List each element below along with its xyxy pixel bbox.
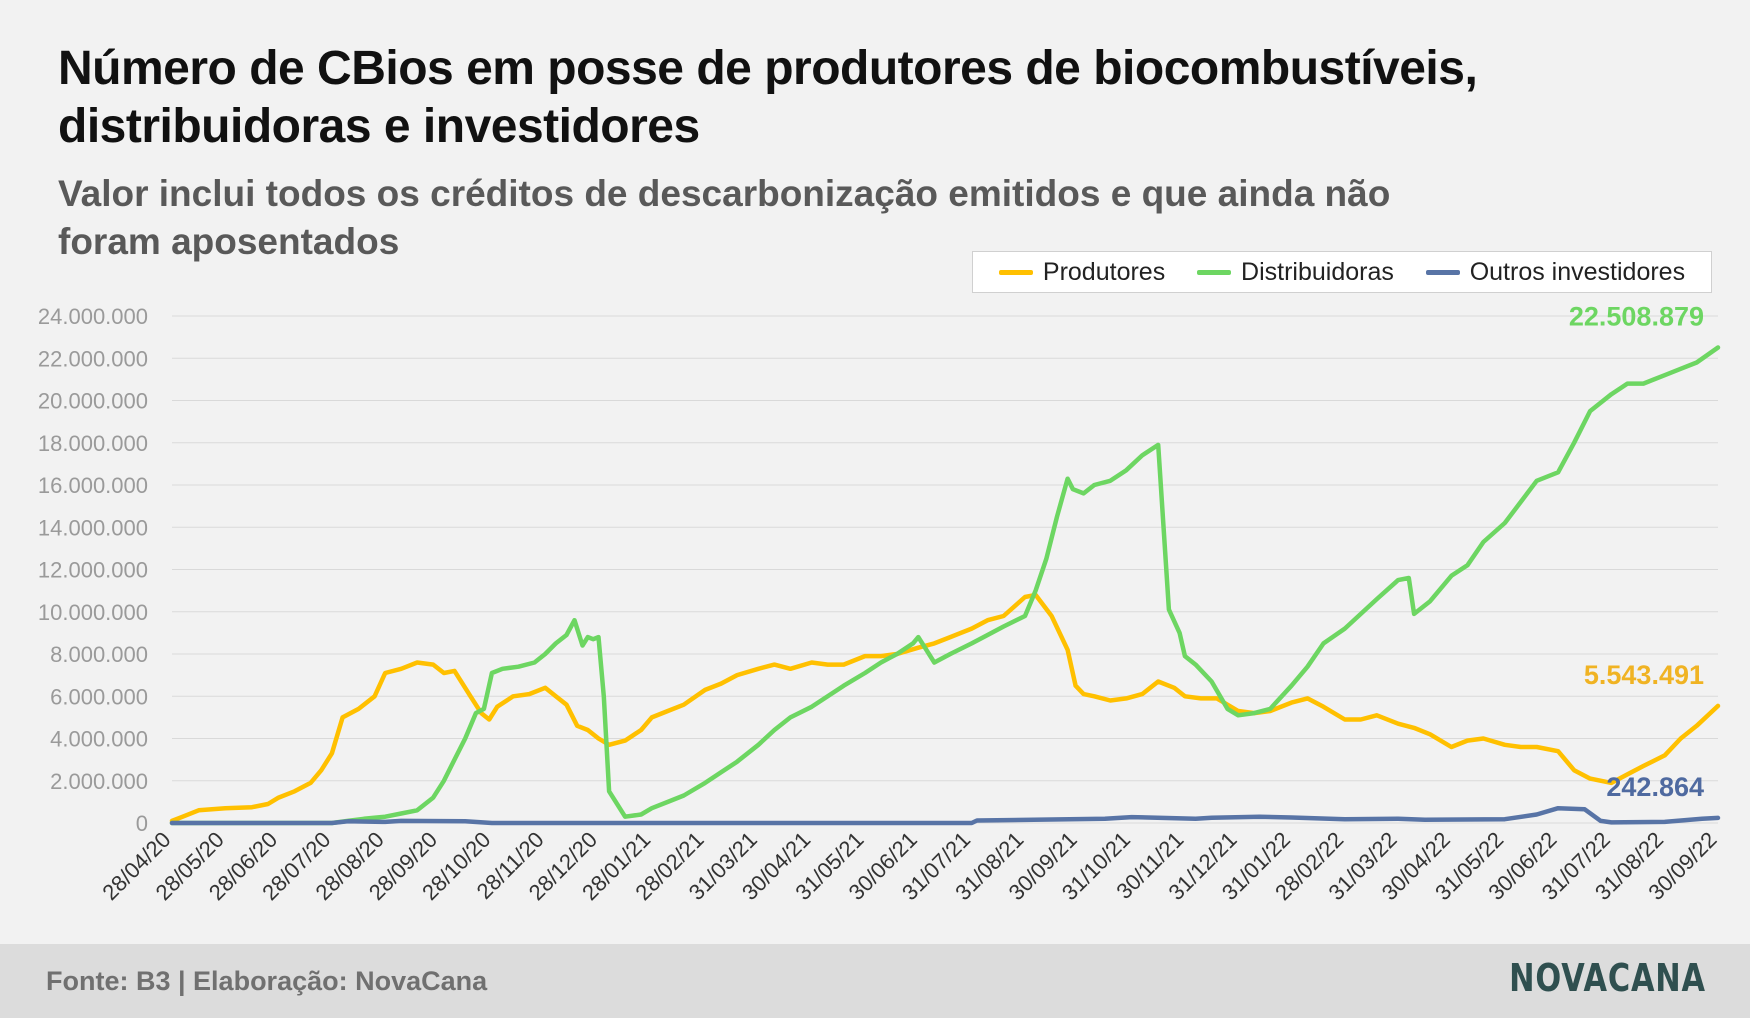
novacana-logo: NOVACANA <box>1509 956 1706 1000</box>
y-tick-label: 4.000.000 <box>50 727 148 752</box>
end-label-1: 22.508.879 <box>1569 301 1704 331</box>
legend-item-produtores: Produtores <box>998 257 1166 287</box>
source-text: Fonte: B3 | Elaboração: NovaCana <box>46 966 488 996</box>
end-label-0: 5.543.491 <box>1584 660 1704 690</box>
legend: Produtores Distribuidoras Outros investi… <box>972 251 1712 293</box>
chart-subtitle: Valor inclui todos os créditos de descar… <box>58 173 1391 262</box>
y-tick-label: 8.000.000 <box>50 642 148 667</box>
y-tick-label: 0 <box>136 811 148 836</box>
x-axis-ticks: 28/04/2028/05/2028/06/2028/07/2028/08/20… <box>97 827 1721 905</box>
series-line-2 <box>169 805 1721 826</box>
legend-label-outros: Outros investidores <box>1469 257 1686 286</box>
y-tick-label: 6.000.000 <box>50 684 148 709</box>
legend-swatch-produtores <box>998 269 1033 275</box>
y-tick-label: 10.000.000 <box>38 600 148 625</box>
chart-title: Número de CBios em posse de produtores d… <box>58 42 1478 153</box>
series-lines <box>169 345 1721 826</box>
legend-swatch-distribuidoras <box>1197 269 1232 275</box>
y-tick-label: 14.000.000 <box>38 515 148 540</box>
y-tick-label: 22.000.000 <box>38 346 148 371</box>
legend-item-outros: Outros investidores <box>1425 257 1686 287</box>
y-tick-label: 24.000.000 <box>38 304 148 329</box>
legend-label-produtores: Produtores <box>1042 257 1166 286</box>
legend-swatch-outros <box>1425 269 1460 275</box>
series-line-1 <box>169 345 1721 826</box>
y-tick-label: 20.000.000 <box>38 389 148 414</box>
gridlines <box>172 315 1718 824</box>
line-chart: 0 2.000.000 4.000.000 6.000.000 8.000.000 10.… <box>38 301 1722 905</box>
y-tick-label: 18.000.000 <box>38 431 148 456</box>
legend-item-distribuidoras: Distribuidoras <box>1197 258 1394 287</box>
y-tick-label: 12.000.000 <box>38 558 148 583</box>
end-labels: 5.543.491 22.508.879 242.864 <box>1569 301 1704 801</box>
y-tick-label: 16.000.000 <box>38 473 148 498</box>
end-label-2: 242.864 <box>1606 772 1704 802</box>
series-line-0 <box>169 592 1721 824</box>
y-axis-ticks: 0 2.000.000 4.000.000 6.000.000 8.000.000 10.… <box>38 304 148 836</box>
legend-label-distribuidoras: Distribuidoras <box>1241 257 1394 286</box>
y-tick-label: 2.000.000 <box>50 769 148 794</box>
footer: Fonte: B3 | Elaboração: NovaCana NOVACAN… <box>0 944 1750 1018</box>
